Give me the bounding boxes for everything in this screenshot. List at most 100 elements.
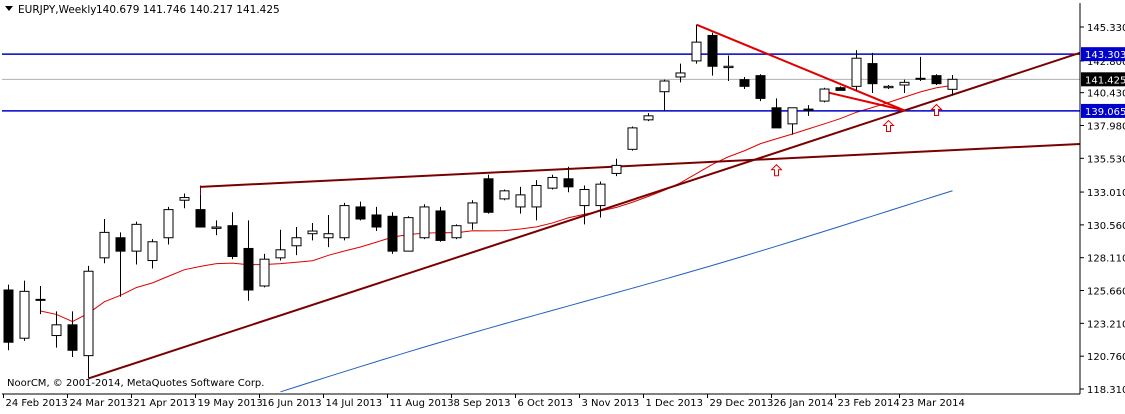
candle-body — [643, 115, 654, 121]
dropdown-arrow-icon[interactable] — [5, 6, 13, 11]
candle-body — [163, 209, 174, 239]
candle-body — [707, 34, 718, 67]
bull-candle — [819, 87, 830, 103]
bull-candle — [51, 311, 62, 348]
y-tick-label: 130.560 — [1087, 221, 1125, 232]
bull-candle — [547, 174, 558, 190]
bear-candle — [195, 194, 206, 228]
candle-body — [755, 75, 766, 99]
bull-candle — [579, 185, 590, 225]
x-tick-label: 6 Oct 2013 — [518, 398, 573, 409]
wedge-lower-line[interactable] — [824, 90, 905, 112]
bull-candle — [35, 285, 46, 315]
bull-candle — [131, 221, 142, 265]
upper-trendline[interactable] — [200, 142, 1081, 188]
bull-candle — [163, 206, 174, 245]
bull-candle — [723, 55, 734, 81]
candle-body — [915, 77, 926, 80]
level-price-box-text: 139.065 — [1085, 107, 1125, 118]
bull-candle — [419, 204, 430, 240]
y-tick-label: 142.800 — [1087, 57, 1125, 68]
candle-body — [867, 63, 878, 85]
candle-body — [275, 249, 286, 259]
copyright-text: NoorCM, © 2001-2014, MetaQuotes Software… — [7, 378, 264, 389]
bull-candle — [627, 126, 638, 151]
bear-candle — [707, 32, 718, 76]
y-tick-label: 140.430 — [1087, 89, 1125, 100]
candle-body — [467, 202, 478, 224]
candle-body — [691, 41, 702, 62]
bull-candle — [851, 50, 862, 91]
bull-candle — [19, 280, 30, 341]
candle-body — [803, 108, 814, 111]
candle-body — [3, 289, 14, 343]
bull-candle — [531, 180, 542, 221]
bull-candle — [259, 253, 270, 288]
candle-body — [179, 197, 190, 201]
x-tick-label: 14 Jul 2013 — [326, 398, 383, 409]
candle-body — [819, 88, 830, 102]
x-tick-label: 19 May 2013 — [198, 398, 263, 409]
bull-candle — [323, 214, 334, 248]
bear-candle — [243, 220, 254, 301]
candle-body — [259, 258, 270, 287]
candle-body — [739, 79, 750, 87]
bull-candle — [691, 24, 702, 64]
candle-body — [451, 225, 462, 239]
candle-body — [387, 215, 398, 252]
x-tick-label: 23 Mar 2014 — [902, 398, 965, 409]
bear-candle — [227, 212, 238, 260]
bull-candle — [307, 223, 318, 241]
ma-slow-line — [280, 190, 953, 393]
bear-candle — [755, 74, 766, 102]
candle-body — [947, 78, 958, 90]
bull-candle — [339, 202, 350, 241]
bear-candle — [115, 232, 126, 297]
candle-body — [771, 107, 782, 129]
bull-candle — [515, 186, 526, 214]
bull-candle — [643, 113, 654, 122]
y-tick-label: 123.210 — [1087, 319, 1125, 330]
candle-body — [595, 183, 606, 207]
candle-body — [611, 164, 622, 174]
current-price-box-text: 141.425 — [1085, 75, 1125, 86]
level-price-box-text: 143.303 — [1085, 50, 1125, 61]
y-tick-label: 128.110 — [1087, 254, 1125, 265]
x-tick-label: 1 Dec 2013 — [646, 398, 704, 409]
bear-candle — [563, 166, 574, 193]
candle-body — [51, 324, 62, 337]
candle-body — [211, 226, 222, 229]
candle-body — [307, 230, 318, 235]
candle-body — [499, 190, 510, 200]
bull-candle — [179, 193, 190, 209]
candle-body — [83, 270, 94, 357]
candle-body — [579, 189, 590, 207]
candle-body — [339, 205, 350, 239]
bear-candle — [803, 105, 814, 116]
x-tick-label: 23 Feb 2014 — [838, 398, 900, 409]
bear-candle — [771, 98, 782, 129]
bull-candle — [147, 239, 158, 269]
wedge-upper-line[interactable] — [696, 23, 905, 112]
symbol-label: EURJPY,Weekly — [18, 4, 96, 16]
candle-body — [99, 231, 110, 259]
y-tick-label: 135.530 — [1087, 154, 1125, 165]
bull-candle — [595, 181, 606, 218]
candle-body — [627, 127, 638, 150]
candle-body — [323, 233, 334, 239]
candle-body — [483, 178, 494, 213]
bull-candle — [675, 63, 686, 83]
y-tick-label: 125.660 — [1087, 287, 1125, 298]
candle-body — [355, 206, 366, 220]
bull-candle — [659, 79, 670, 111]
candle-body — [131, 223, 142, 252]
x-tick-label: 16 Jun 2013 — [262, 398, 322, 409]
candle-body — [435, 210, 446, 241]
level-price-box — [1081, 103, 1125, 118]
bull-candle — [899, 79, 910, 94]
y-tick-label: 120.760 — [1087, 352, 1125, 363]
level-price-box — [1081, 47, 1125, 62]
bull-candle — [499, 189, 510, 201]
